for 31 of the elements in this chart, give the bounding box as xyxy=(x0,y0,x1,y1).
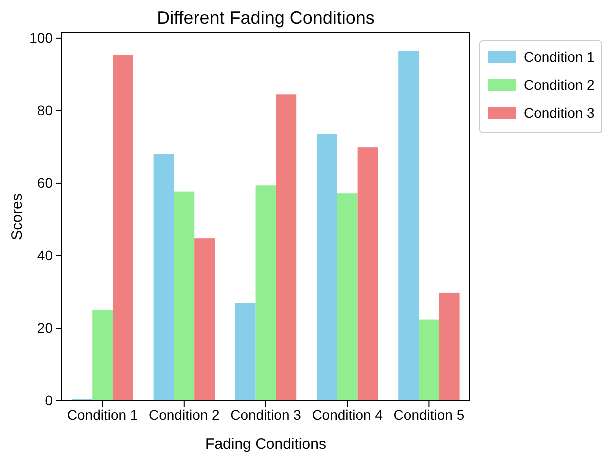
bar xyxy=(337,194,358,401)
x-tick-label: Condition 1 xyxy=(67,406,138,423)
y-tick-label: 100 xyxy=(30,30,54,46)
x-axis-title: Fading Conditions xyxy=(206,436,326,453)
legend-label: Condition 2 xyxy=(524,77,596,93)
bar xyxy=(113,55,134,401)
y-tick-label: 60 xyxy=(37,174,54,191)
legend-label: Condition 1 xyxy=(524,49,596,65)
chart-title: Different Fading Conditions xyxy=(157,8,375,28)
x-tick-label: Condition 3 xyxy=(230,406,302,423)
bar xyxy=(358,148,378,401)
x-tick-label: Condition 5 xyxy=(394,406,465,423)
y-tick-label: 40 xyxy=(37,247,54,264)
x-tick-label: Condition 4 xyxy=(312,406,384,423)
y-tick-label: 20 xyxy=(37,320,54,336)
bar xyxy=(174,192,195,401)
y-tick-label: 0 xyxy=(45,392,54,408)
bar xyxy=(92,310,113,401)
bar xyxy=(276,94,297,401)
bar xyxy=(419,320,440,401)
bar xyxy=(398,51,419,401)
y-axis-title: Scores xyxy=(9,194,26,240)
bar xyxy=(235,303,256,401)
x-tick-label: Condition 2 xyxy=(148,406,220,423)
y-tick-label: 80 xyxy=(37,102,54,118)
bar xyxy=(256,186,276,401)
bar xyxy=(154,154,174,401)
bar xyxy=(439,292,460,401)
bar xyxy=(194,238,215,401)
bar xyxy=(317,134,338,401)
legend-label: Condition 3 xyxy=(524,105,596,121)
